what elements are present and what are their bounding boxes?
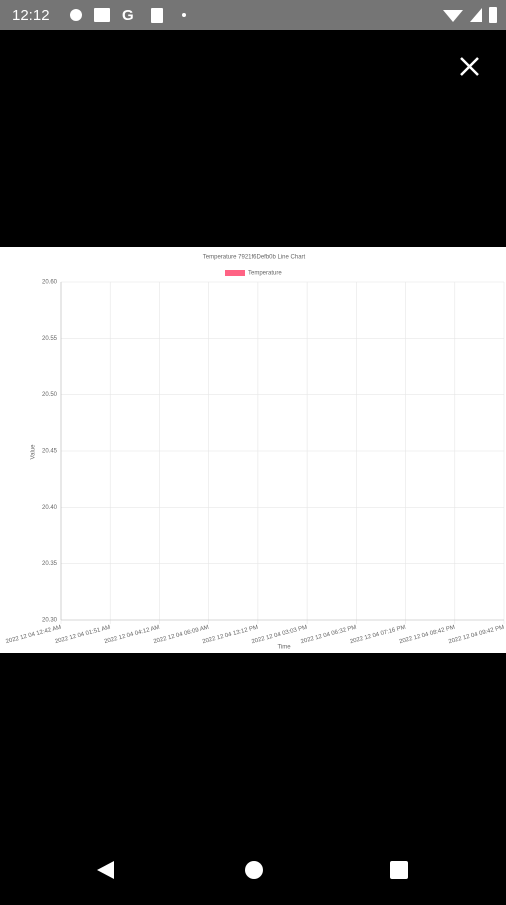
status-icons: G: [70, 7, 497, 24]
y-tick-label: 20.45: [42, 449, 58, 455]
y-tick-label: 20.35: [42, 561, 58, 567]
chart-background: [0, 247, 506, 653]
nav-bar: [97, 861, 408, 879]
home-button[interactable]: [245, 861, 263, 879]
chart-title: Temperature 7921f6Defb0b Line Chart: [203, 255, 306, 261]
y-tick-label: 20.40: [42, 505, 58, 511]
x-axis-label: Time: [277, 645, 291, 651]
back-button[interactable]: [97, 861, 114, 879]
close-button[interactable]: [460, 57, 479, 76]
status-bar: [0, 0, 506, 30]
y-tick-label: 20.60: [42, 280, 58, 286]
recents-button[interactable]: [390, 861, 408, 879]
legend-label: Temperature: [248, 271, 282, 277]
y-tick-label: 20.30: [42, 618, 58, 624]
status-time: 12:12: [12, 7, 50, 24]
legend-swatch: [225, 270, 245, 276]
y-tick-label: 20.50: [42, 392, 58, 398]
y-axis-label: Value: [31, 444, 37, 460]
svg-text:G: G: [122, 7, 134, 24]
y-tick-label: 20.55: [42, 336, 58, 342]
